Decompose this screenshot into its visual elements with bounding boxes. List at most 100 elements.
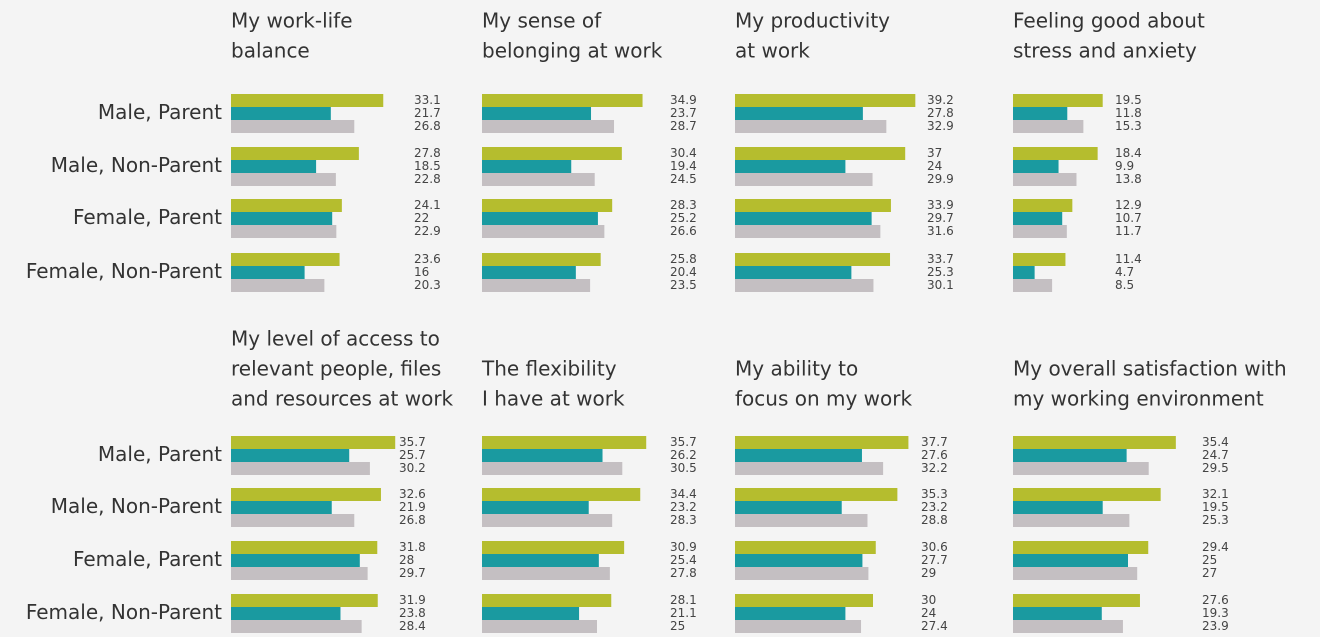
bar bbox=[482, 488, 641, 501]
bar bbox=[735, 253, 891, 266]
value-label: 12.9 bbox=[1115, 198, 1142, 212]
value-label: 33.9 bbox=[927, 198, 954, 212]
value-label: 25.3 bbox=[1202, 513, 1229, 527]
bar bbox=[1013, 120, 1084, 133]
bar bbox=[231, 488, 381, 501]
panel-title: belonging at work bbox=[482, 39, 663, 63]
value-label: 23.2 bbox=[921, 500, 948, 514]
value-label: 30.6 bbox=[921, 540, 948, 554]
value-label: 28.8 bbox=[921, 513, 948, 527]
bar bbox=[735, 607, 846, 620]
bar bbox=[231, 541, 378, 554]
bar bbox=[482, 120, 615, 133]
value-label: 26.6 bbox=[670, 224, 697, 238]
value-label: 27.8 bbox=[670, 566, 697, 580]
value-label: 37 bbox=[927, 146, 942, 160]
value-label: 30.2 bbox=[399, 461, 426, 475]
bar bbox=[735, 279, 874, 292]
bar bbox=[482, 253, 601, 266]
value-label: 23.2 bbox=[670, 500, 697, 514]
value-label: 21.9 bbox=[399, 500, 426, 514]
bar bbox=[735, 212, 872, 225]
panel-title: relevant people, files bbox=[231, 357, 441, 381]
bar bbox=[735, 94, 916, 107]
bar bbox=[231, 173, 336, 186]
value-label: 29.5 bbox=[1202, 461, 1229, 475]
panel-title: My sense of bbox=[482, 9, 602, 33]
panel-title: My level of access to bbox=[231, 327, 440, 351]
value-label: 28 bbox=[399, 553, 414, 567]
value-label: 24.7 bbox=[1202, 448, 1229, 462]
bar bbox=[735, 436, 909, 449]
bar bbox=[1013, 594, 1140, 607]
bar bbox=[1013, 607, 1102, 620]
value-label: 31.6 bbox=[927, 224, 954, 238]
value-label: 35.3 bbox=[921, 487, 948, 501]
value-label: 26.2 bbox=[670, 448, 697, 462]
value-label: 23.6 bbox=[414, 252, 441, 266]
value-label: 28.4 bbox=[399, 619, 426, 633]
bar bbox=[1013, 147, 1098, 160]
value-label: 8.5 bbox=[1115, 278, 1134, 292]
category-label: Male, Parent bbox=[98, 442, 222, 466]
value-label: 20.3 bbox=[414, 278, 441, 292]
bar bbox=[482, 541, 625, 554]
bar bbox=[1013, 212, 1063, 225]
bar bbox=[1013, 279, 1053, 292]
value-label: 29 bbox=[921, 566, 936, 580]
bar bbox=[735, 620, 862, 633]
bar bbox=[1013, 266, 1035, 279]
bar bbox=[231, 107, 331, 120]
value-label: 30.5 bbox=[670, 461, 697, 475]
bar bbox=[231, 449, 350, 462]
bar bbox=[1013, 488, 1161, 501]
panel-title: and resources at work bbox=[231, 387, 454, 411]
value-label: 19.5 bbox=[1115, 93, 1142, 107]
value-label: 25.8 bbox=[670, 252, 697, 266]
value-label: 25.7 bbox=[399, 448, 426, 462]
category-label: Male, Non-Parent bbox=[51, 153, 222, 177]
bar bbox=[735, 567, 869, 580]
bar bbox=[1013, 94, 1103, 107]
bar bbox=[482, 107, 592, 120]
bar bbox=[482, 620, 597, 633]
bar bbox=[1013, 462, 1149, 475]
bar bbox=[1013, 449, 1127, 462]
value-label: 32.1 bbox=[1202, 487, 1229, 501]
panel-title: Feeling good about bbox=[1013, 9, 1205, 33]
value-label: 18.4 bbox=[1115, 146, 1142, 160]
bar bbox=[482, 594, 612, 607]
value-label: 23.5 bbox=[670, 278, 697, 292]
value-label: 32.2 bbox=[921, 461, 948, 475]
bar bbox=[1013, 199, 1073, 212]
value-label: 13.8 bbox=[1115, 172, 1142, 186]
panel-title: My overall satisfaction with bbox=[1013, 357, 1287, 381]
panel-title: focus on my work bbox=[735, 387, 912, 411]
value-label: 24 bbox=[927, 159, 942, 173]
bar bbox=[735, 120, 887, 133]
bar bbox=[1013, 225, 1067, 238]
value-label: 27.6 bbox=[921, 448, 948, 462]
value-label: 19.3 bbox=[1202, 606, 1229, 620]
value-label: 34.9 bbox=[670, 93, 697, 107]
bar bbox=[482, 199, 613, 212]
bar bbox=[482, 212, 598, 225]
bar bbox=[231, 266, 305, 279]
bar bbox=[482, 266, 576, 279]
bar bbox=[1013, 541, 1149, 554]
bar bbox=[231, 501, 332, 514]
value-label: 30 bbox=[921, 593, 936, 607]
panel-title: My work-life bbox=[231, 9, 353, 33]
bar bbox=[231, 607, 341, 620]
value-label: 33.1 bbox=[414, 93, 441, 107]
value-label: 23.8 bbox=[399, 606, 426, 620]
bar bbox=[735, 488, 898, 501]
value-label: 20.4 bbox=[670, 265, 697, 279]
bar bbox=[735, 199, 891, 212]
value-label: 23.7 bbox=[670, 106, 697, 120]
bar bbox=[482, 147, 622, 160]
value-label: 35.7 bbox=[399, 435, 426, 449]
value-label: 4.7 bbox=[1115, 265, 1134, 279]
bar bbox=[482, 554, 599, 567]
